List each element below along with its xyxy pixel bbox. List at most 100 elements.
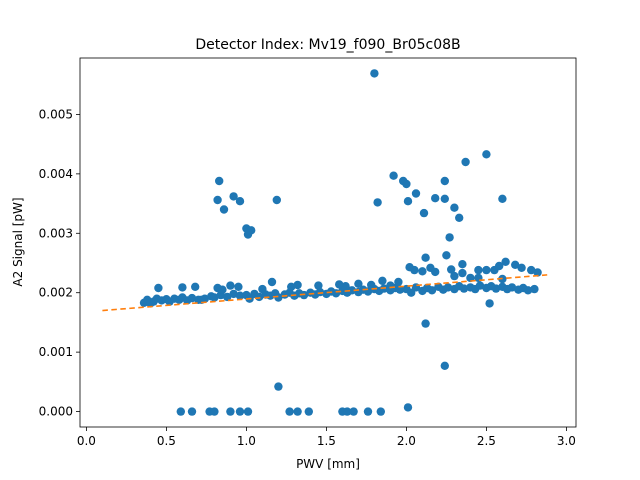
data-point-111 <box>394 277 403 287</box>
data-point-122 <box>440 361 449 370</box>
data-point-98 <box>501 257 510 266</box>
points-layer <box>139 69 542 416</box>
data-point-161 <box>343 407 352 416</box>
data-point-113 <box>354 279 363 288</box>
data-point-128 <box>235 197 245 206</box>
data-point-146 <box>455 213 464 222</box>
data-point-19 <box>229 289 238 299</box>
data-point-155 <box>235 407 245 416</box>
data-point-83 <box>258 284 267 294</box>
data-point-156 <box>243 407 253 416</box>
data-point-92 <box>447 265 456 274</box>
data-point-119 <box>218 285 227 294</box>
data-point-104 <box>495 261 504 271</box>
data-point-133 <box>370 69 379 78</box>
data-point-78 <box>154 283 163 293</box>
data-point-114 <box>335 280 344 289</box>
fit-line <box>102 274 548 312</box>
data-point-82 <box>226 281 235 290</box>
data-point-103 <box>458 260 467 269</box>
data-point-165 <box>403 403 413 412</box>
data-point-105 <box>421 253 430 262</box>
data-point-134 <box>373 198 382 207</box>
data-point-162 <box>349 407 358 416</box>
x-tick-label-1: 0.5 <box>157 434 176 448</box>
data-point-90 <box>418 267 427 276</box>
x-tick-label-4: 2.0 <box>397 434 416 448</box>
data-point-77 <box>533 268 542 277</box>
data-point-140 <box>419 208 429 218</box>
data-point-126 <box>219 205 229 214</box>
data-point-148 <box>482 150 491 159</box>
data-point-18 <box>223 292 232 302</box>
data-point-127 <box>229 192 238 201</box>
data-point-125 <box>215 176 224 186</box>
y-tick-label-5: 0.005 <box>39 107 73 121</box>
data-point-63 <box>459 284 469 293</box>
data-point-142 <box>440 176 449 186</box>
data-point-42 <box>347 286 357 295</box>
data-point-153 <box>210 407 219 416</box>
y-tick-label-4: 0.004 <box>39 167 73 181</box>
data-point-28 <box>274 293 283 302</box>
data-point-141 <box>431 194 440 203</box>
data-point-157 <box>285 407 294 416</box>
data-point-88 <box>386 281 395 290</box>
data-point-36 <box>315 287 325 297</box>
data-point-151 <box>187 407 197 416</box>
data-point-147 <box>461 157 470 167</box>
data-point-107 <box>450 271 459 281</box>
x-tick-label-5: 2.5 <box>477 434 496 448</box>
data-point-80 <box>191 282 200 291</box>
data-point-120 <box>485 299 494 308</box>
x-tick-label-2: 1.0 <box>237 434 256 448</box>
data-point-149 <box>498 194 507 203</box>
data-point-132 <box>272 195 281 205</box>
data-point-96 <box>482 265 491 275</box>
data-point-124 <box>213 195 222 205</box>
data-point-86 <box>341 282 350 291</box>
data-point-143 <box>440 194 449 203</box>
data-point-110 <box>405 263 414 272</box>
x-tick-label-3: 1.5 <box>317 434 336 448</box>
data-point-12 <box>187 293 197 303</box>
plot-frame <box>79 57 577 428</box>
data-point-116 <box>267 277 277 287</box>
fit-layer <box>102 274 548 312</box>
data-point-121 <box>421 319 430 328</box>
data-point-75 <box>523 286 533 295</box>
data-point-94 <box>466 273 475 283</box>
y-axis-ticks: 0.000 0.001 0.002 0.003 0.004 0.005 <box>39 107 80 419</box>
data-point-84 <box>287 282 296 291</box>
x-axis-ticks: 0.0 0.5 1.0 1.5 2.0 2.5 3.0 <box>77 427 576 448</box>
y-tick-label-2: 0.002 <box>39 286 73 300</box>
data-point-100 <box>517 263 526 272</box>
data-point-85 <box>314 281 323 290</box>
data-point-76 <box>530 284 539 294</box>
data-point-164 <box>376 407 385 416</box>
data-point-112 <box>378 276 387 285</box>
data-point-95 <box>474 265 483 275</box>
data-point-106 <box>426 263 435 272</box>
y-tick-label-1: 0.001 <box>39 345 73 359</box>
data-point-16 <box>210 293 219 302</box>
data-point-72 <box>507 283 517 292</box>
x-tick-label-0: 0.0 <box>77 434 96 448</box>
data-point-123 <box>274 382 283 391</box>
x-axis-label: PWV [mm] <box>296 457 360 471</box>
data-point-150 <box>176 407 185 416</box>
data-point-115 <box>293 280 302 290</box>
data-point-99 <box>511 260 520 269</box>
data-point-93 <box>458 268 467 278</box>
data-point-145 <box>450 203 459 212</box>
data-point-60 <box>443 283 453 292</box>
data-point-20 <box>235 291 245 300</box>
data-point-57 <box>427 286 437 295</box>
data-point-24 <box>255 292 264 302</box>
data-point-135 <box>389 171 398 180</box>
y-tick-label-0: 0.000 <box>39 405 73 419</box>
data-point-131 <box>247 226 256 235</box>
data-point-102 <box>442 251 451 260</box>
data-point-137 <box>402 179 411 189</box>
